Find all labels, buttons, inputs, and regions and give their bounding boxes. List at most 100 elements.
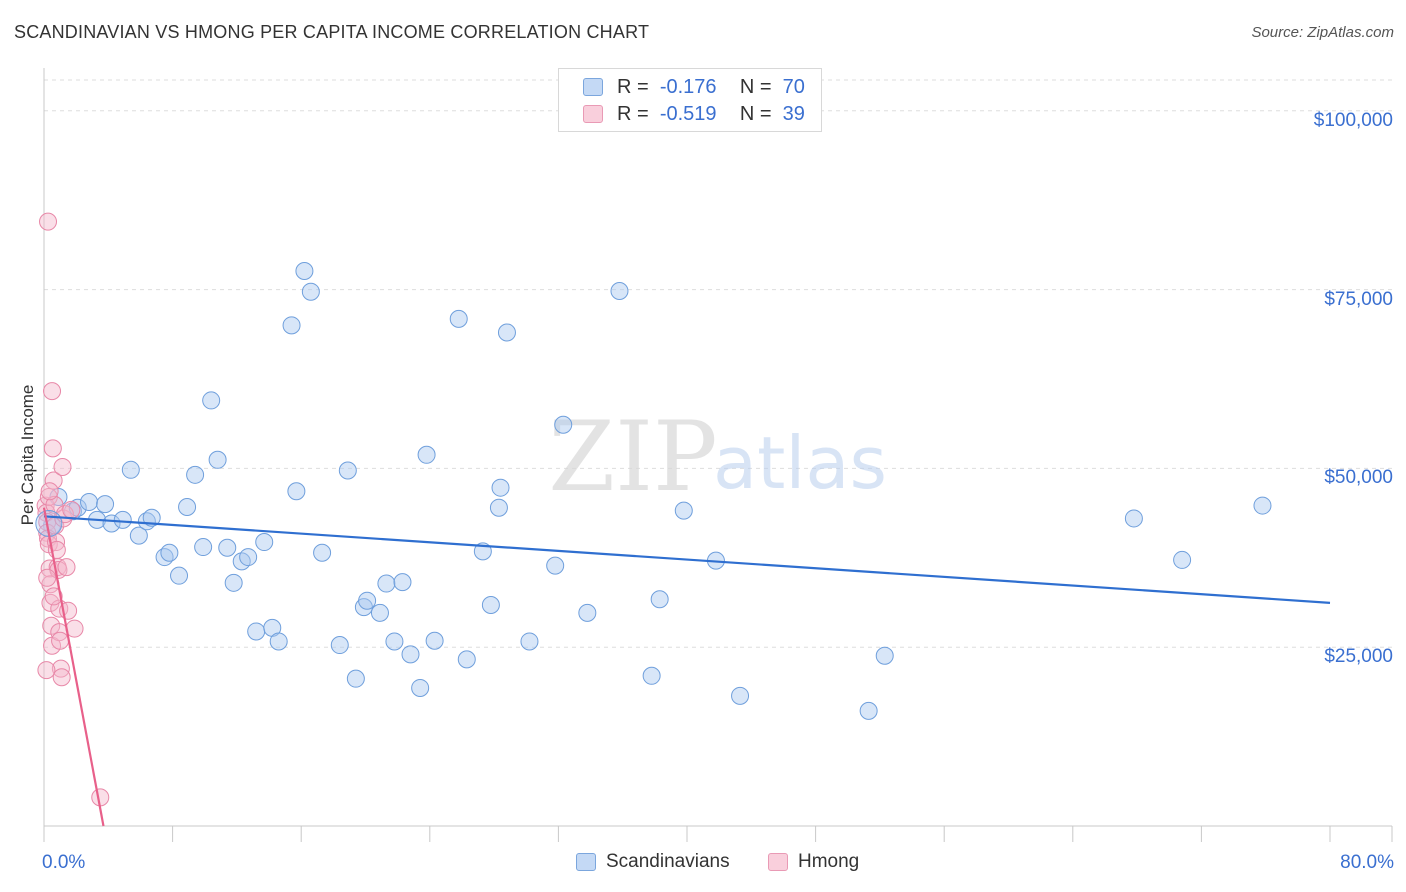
point-scandinavians bbox=[170, 566, 189, 585]
point-scandinavians bbox=[178, 498, 197, 517]
legend-r-label: R = bbox=[617, 75, 649, 98]
trend-line-scandinavians bbox=[43, 515, 1331, 604]
legend-swatch-hmong bbox=[583, 105, 603, 123]
point-scandinavians bbox=[330, 636, 349, 655]
point-scandinavians bbox=[295, 261, 314, 280]
point-scandinavians bbox=[731, 686, 750, 705]
point-hmong bbox=[57, 558, 76, 577]
point-scandinavians bbox=[610, 282, 629, 301]
point-hmong bbox=[40, 482, 59, 501]
legend-item-scandinavians[interactable]: Scandinavians bbox=[576, 851, 730, 873]
point-hmong bbox=[43, 382, 62, 401]
point-scandinavians bbox=[255, 533, 274, 552]
point-scandinavians bbox=[1124, 509, 1143, 528]
point-hmong bbox=[37, 661, 56, 680]
trend-lines bbox=[42, 507, 1331, 827]
point-scandinavians bbox=[457, 650, 476, 669]
point-scandinavians bbox=[650, 590, 669, 609]
point-scandinavians bbox=[160, 543, 179, 562]
point-scandinavians bbox=[417, 445, 436, 464]
point-scandinavians bbox=[102, 514, 121, 533]
legend-label-hmong: Hmong bbox=[798, 851, 860, 872]
y-tick-label: $100,000 bbox=[1313, 109, 1393, 131]
point-scandinavians bbox=[346, 669, 365, 688]
point-scandinavians bbox=[142, 508, 161, 527]
legend-r-value: -0.176 bbox=[659, 75, 717, 98]
point-hmong bbox=[51, 631, 70, 650]
legend-swatch-hmong bbox=[768, 853, 788, 871]
point-scandinavians bbox=[425, 631, 444, 650]
point-scandinavians bbox=[546, 556, 565, 575]
point-scandinavians bbox=[338, 461, 357, 480]
stats-legend: R = -0.176 N = 70 R = -0.519 N = 39 bbox=[558, 68, 822, 132]
point-scandinavians bbox=[137, 512, 156, 531]
y-tick-label: $50,000 bbox=[1324, 467, 1393, 489]
legend-row-scandinavians: R = -0.176 N = 70 bbox=[583, 73, 805, 101]
legend-label-scandinavians: Scandinavians bbox=[606, 851, 730, 872]
legend-item-hmong[interactable]: Hmong bbox=[768, 851, 859, 873]
point-hmong bbox=[44, 471, 63, 490]
point-scandinavians bbox=[269, 632, 288, 651]
point-scandinavians bbox=[313, 543, 332, 562]
point-scandinavians bbox=[1253, 496, 1272, 515]
point-scandinavians bbox=[449, 309, 468, 328]
y-tick-label: $75,000 bbox=[1324, 288, 1393, 310]
point-scandinavians bbox=[385, 632, 404, 651]
point-scandinavians bbox=[1173, 550, 1192, 569]
point-scandinavians bbox=[481, 595, 500, 614]
point-scandinavians bbox=[186, 465, 205, 484]
point-hmong bbox=[39, 212, 58, 231]
point-scandinavians bbox=[554, 415, 573, 434]
point-scandinavians bbox=[491, 478, 510, 497]
point-scandinavians bbox=[859, 701, 878, 720]
point-hmong bbox=[44, 587, 63, 606]
point-scandinavians bbox=[358, 591, 377, 610]
point-scandinavians bbox=[239, 548, 258, 567]
point-hmong bbox=[43, 439, 62, 458]
point-hmong bbox=[52, 668, 71, 687]
chart-title: SCANDINAVIAN VS HMONG PER CAPITA INCOME … bbox=[14, 22, 650, 42]
x-tick-min: 0.0% bbox=[42, 852, 86, 873]
trend-line-hmong bbox=[42, 507, 105, 827]
point-scandinavians bbox=[497, 323, 516, 342]
legend-n-label: N = bbox=[739, 102, 772, 125]
legend-n-label: N = bbox=[739, 75, 772, 98]
point-scandinavians bbox=[401, 645, 420, 664]
point-scandinavians bbox=[194, 538, 213, 557]
legend-n-value: 39 bbox=[782, 102, 805, 125]
legend-n-value: 70 bbox=[782, 75, 805, 98]
point-scandinavians bbox=[674, 501, 693, 520]
legend-swatch-scandinavians bbox=[576, 853, 596, 871]
point-scandinavians bbox=[393, 573, 412, 592]
point-hmong bbox=[53, 457, 72, 476]
point-scandinavians bbox=[875, 646, 894, 665]
legend-r-label: R = bbox=[617, 102, 649, 125]
x-tick-max: 80.0% bbox=[1340, 852, 1394, 873]
point-scandinavians bbox=[224, 573, 243, 592]
point-scandinavians bbox=[80, 492, 99, 511]
point-scandinavians bbox=[377, 574, 396, 593]
point-scandinavians bbox=[96, 495, 115, 514]
point-hmong bbox=[45, 495, 64, 514]
point-scandinavians bbox=[301, 282, 320, 301]
point-hmong bbox=[62, 500, 81, 519]
point-scandinavians bbox=[370, 603, 389, 622]
point-scandinavians bbox=[208, 450, 227, 469]
watermark-atlas: atlas bbox=[713, 421, 887, 505]
chart-source: Source: ZipAtlas.com bbox=[1251, 24, 1394, 41]
point-scandinavians bbox=[202, 391, 221, 410]
point-scandinavians bbox=[121, 460, 140, 479]
point-scandinavians bbox=[282, 316, 301, 335]
point-scandinavians bbox=[489, 498, 508, 517]
point-scandinavians bbox=[247, 622, 266, 641]
watermark: ZIP atlas bbox=[548, 401, 887, 513]
legend-r-value: -0.519 bbox=[659, 102, 717, 125]
point-scandinavians bbox=[578, 603, 597, 622]
point-scandinavians bbox=[642, 666, 661, 685]
y-tick-label: $25,000 bbox=[1324, 646, 1393, 668]
point-scandinavians bbox=[411, 678, 430, 697]
watermark-zip: ZIP bbox=[548, 401, 717, 513]
point-scandinavians bbox=[129, 526, 148, 545]
point-hmong bbox=[38, 568, 57, 587]
